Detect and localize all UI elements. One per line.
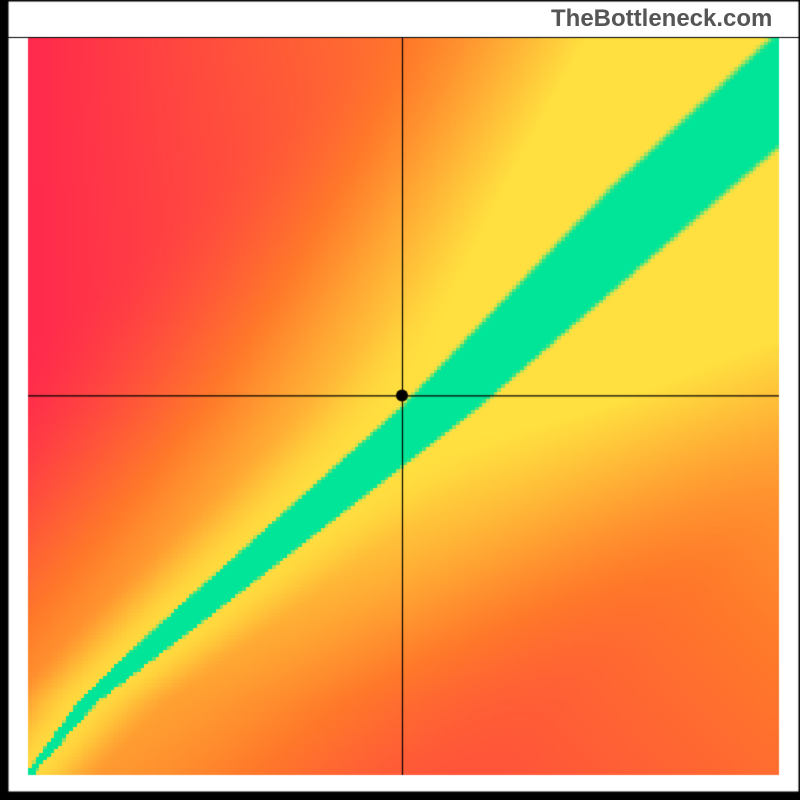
watermark-text: TheBottleneck.com	[551, 5, 772, 33]
heatmap-canvas	[0, 0, 800, 800]
